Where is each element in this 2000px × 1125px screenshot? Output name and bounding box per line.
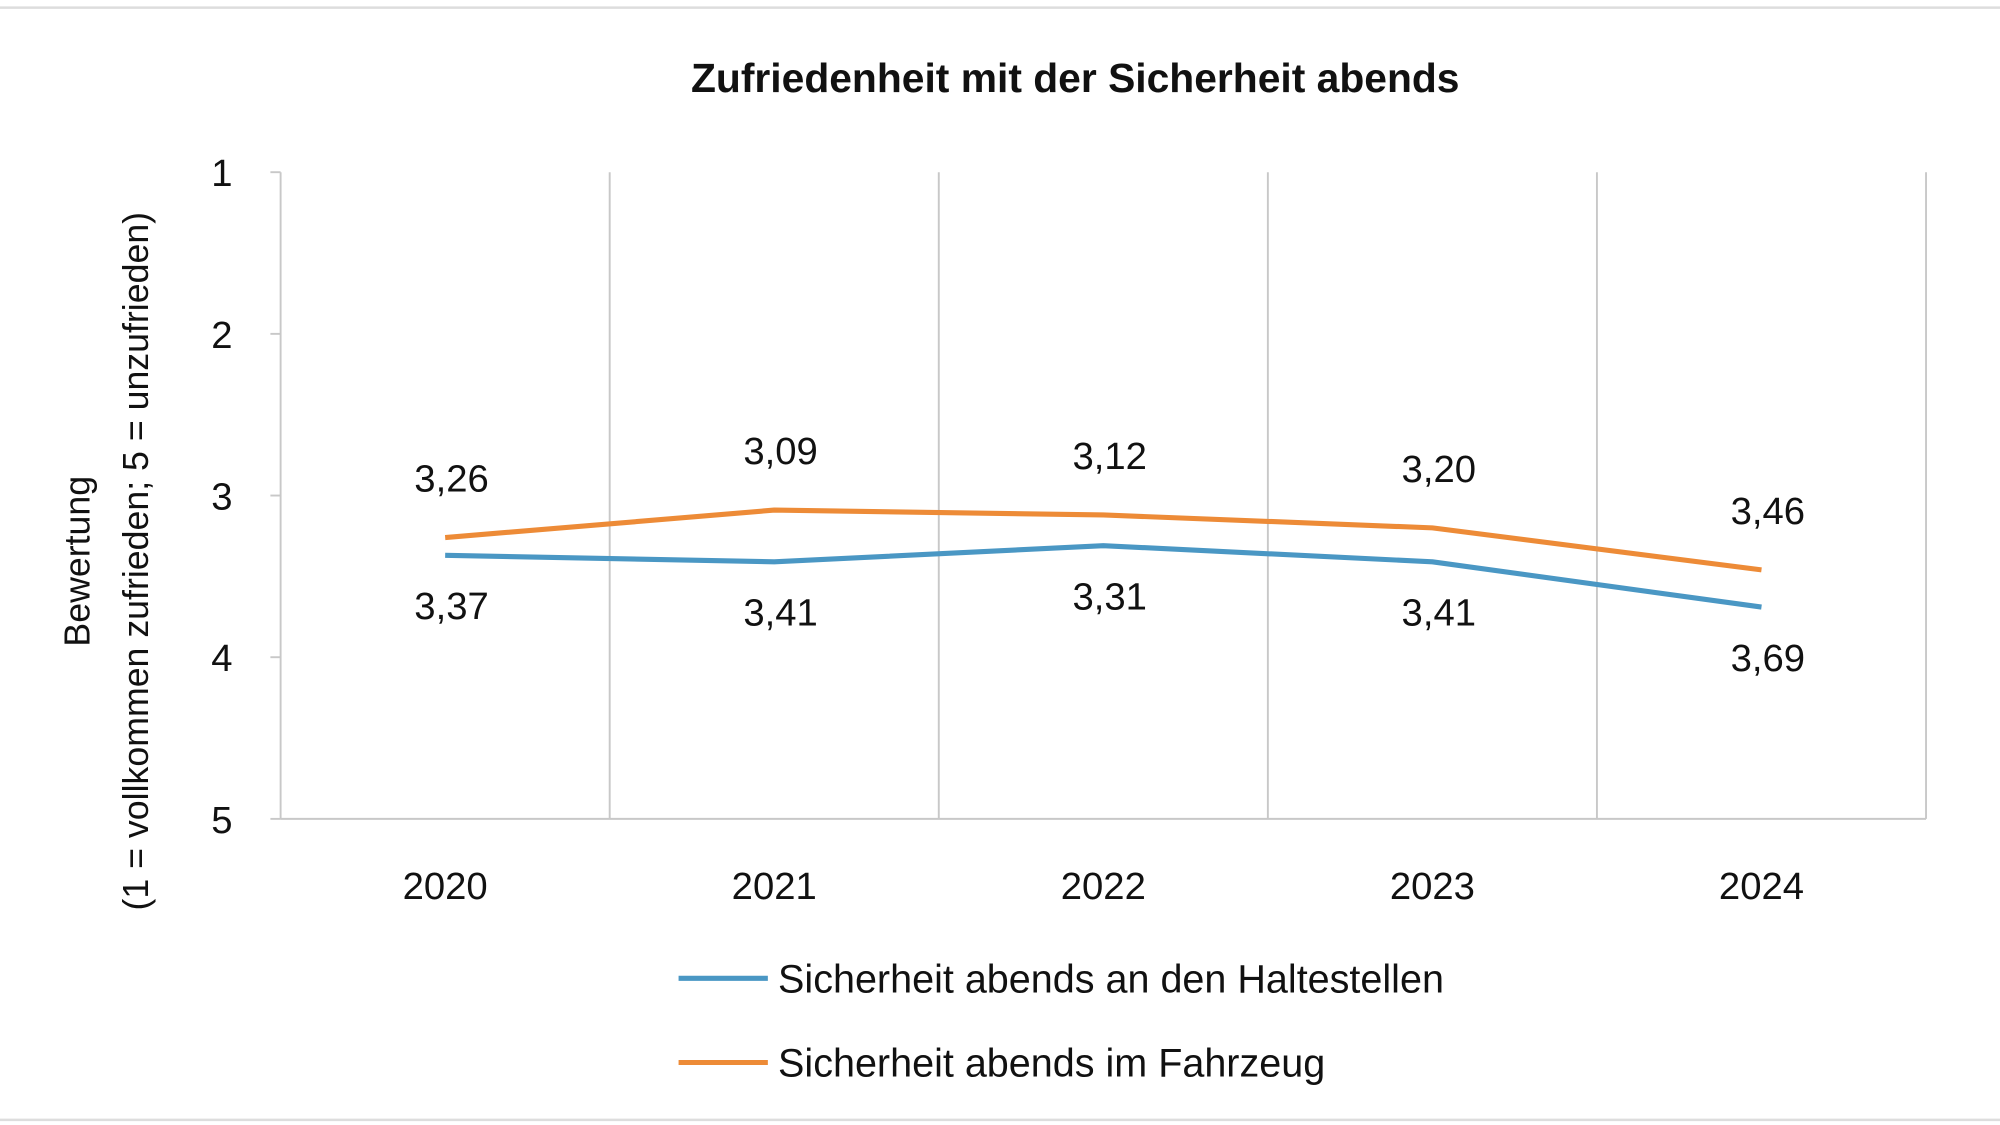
chart-title: Zufriedenheit mit der Sicherheit abends bbox=[691, 55, 1459, 101]
y-axis-label-line2: (1 = vollkommen zufrieden; 5 = unzufried… bbox=[116, 212, 156, 911]
data-label: 3,41 bbox=[1402, 592, 1476, 635]
x-tick-label: 2020 bbox=[403, 865, 488, 908]
data-label: 3,12 bbox=[1072, 435, 1146, 478]
legend-label: Sicherheit abends im Fahrzeug bbox=[778, 1042, 1325, 1086]
legend-label: Sicherheit abends an den Haltestellen bbox=[778, 957, 1444, 1001]
data-label: 3,41 bbox=[743, 592, 817, 635]
data-label: 3,20 bbox=[1402, 448, 1476, 491]
data-label: 3,46 bbox=[1731, 490, 1805, 533]
x-tick-label: 2024 bbox=[1719, 865, 1804, 908]
y-axis-label-line1: Bewertung bbox=[57, 476, 97, 647]
y-tick-label: 2 bbox=[211, 314, 232, 357]
data-label: 3,69 bbox=[1731, 637, 1805, 680]
data-label: 3,37 bbox=[414, 585, 488, 628]
y-tick-label: 3 bbox=[211, 476, 232, 519]
x-tick-label: 2021 bbox=[732, 865, 817, 908]
x-tick-label: 2023 bbox=[1390, 865, 1475, 908]
y-tick-label: 5 bbox=[211, 799, 232, 842]
data-label: 3,26 bbox=[414, 458, 488, 501]
series-line bbox=[444, 507, 1762, 573]
y-tick-label: 1 bbox=[211, 152, 232, 195]
data-label: 3,09 bbox=[743, 430, 817, 473]
series-line bbox=[445, 543, 1762, 610]
x-tick-label: 2022 bbox=[1061, 865, 1146, 908]
data-label: 3,31 bbox=[1072, 575, 1146, 618]
y-tick-label: 4 bbox=[211, 637, 232, 680]
